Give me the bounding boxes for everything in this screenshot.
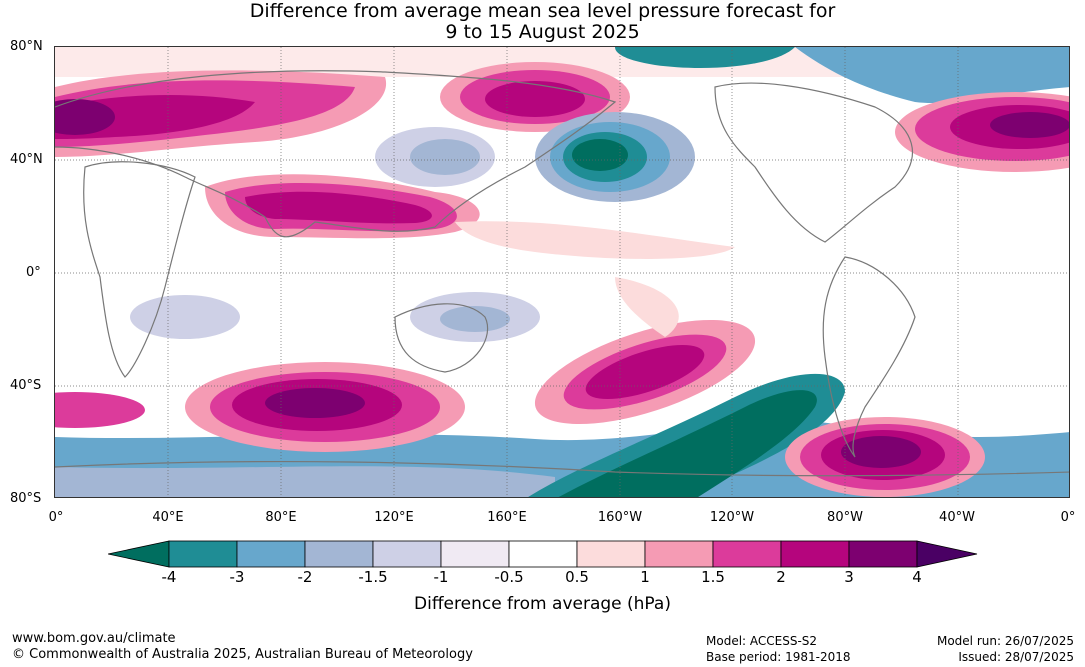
- lon-label-120w: 120°W: [709, 510, 755, 525]
- lon-label-80w: 80°W: [827, 510, 863, 525]
- lon-label-0-end: 0°: [1060, 510, 1076, 525]
- lon-label-0: 0°: [48, 510, 64, 525]
- colorbar-swatch: [644, 540, 714, 568]
- colorbar: [107, 540, 978, 572]
- colorbar-swatch: [848, 540, 918, 568]
- colorbar-tick: -4: [161, 568, 177, 586]
- colorbar-swatch: [712, 540, 782, 568]
- footer-model: Model: ACCESS-S2: [706, 634, 818, 648]
- lat-label-40n: 40°N: [10, 152, 43, 167]
- footer-base-period: Base period: 1981-2018: [706, 650, 851, 664]
- lat-label-40s: 40°S: [10, 378, 42, 393]
- colorbar-swatch: [107, 540, 170, 568]
- lon-label-40w: 40°W: [939, 510, 975, 525]
- colorbar-tick: -2: [297, 568, 313, 586]
- lat-label-80n: 80°N: [10, 39, 43, 54]
- footer-model-run: Model run: 26/07/2025: [936, 634, 1074, 648]
- lon-label-120e: 120°E: [374, 510, 414, 525]
- lat-label-0: 0°: [26, 265, 41, 280]
- colorbar-tick: -1.5: [358, 568, 388, 586]
- footer-copyright: © Commonwealth of Australia 2025, Austra…: [12, 647, 473, 662]
- colorbar-tick: -0.5: [494, 568, 524, 586]
- colorbar-swatch: [236, 540, 306, 568]
- map-title-line-2: 9 to 15 August 2025: [445, 21, 640, 43]
- colorbar-swatch: [576, 540, 646, 568]
- footer-url[interactable]: www.bom.gov.au/climate: [12, 631, 176, 646]
- colorbar-tick: 1: [640, 568, 650, 586]
- map-title-line-1: Difference from average mean sea level p…: [249, 0, 836, 22]
- lon-label-160w: 160°W: [597, 510, 643, 525]
- lon-label-40e: 40°E: [152, 510, 184, 525]
- colorbar-tick: 0.5: [565, 568, 589, 586]
- colorbar-swatch: [372, 540, 442, 568]
- colorbar-tick: 2: [776, 568, 786, 586]
- colorbar-tick: 3: [844, 568, 854, 586]
- colorbar-tick: -3: [229, 568, 245, 586]
- colorbar-swatch: [508, 540, 578, 568]
- lat-label-80s: 80°S: [10, 491, 42, 506]
- lon-label-80e: 80°E: [265, 510, 297, 525]
- colorbar-swatch: [916, 540, 978, 568]
- footer-issued: Issued: 28/07/2025: [958, 650, 1074, 664]
- colorbar-label: Difference from average (hPa): [414, 594, 671, 614]
- pressure-anomaly-map: [54, 46, 1070, 498]
- colorbar-swatch: [304, 540, 374, 568]
- colorbar-tick: 1.5: [701, 568, 725, 586]
- colorbar-swatch: [780, 540, 850, 568]
- colorbar-tick: -1: [433, 568, 449, 586]
- colorbar-swatch: [168, 540, 238, 568]
- colorbar-tick: 4: [912, 568, 922, 586]
- lon-label-160e: 160°E: [487, 510, 527, 525]
- colorbar-swatch: [440, 540, 510, 568]
